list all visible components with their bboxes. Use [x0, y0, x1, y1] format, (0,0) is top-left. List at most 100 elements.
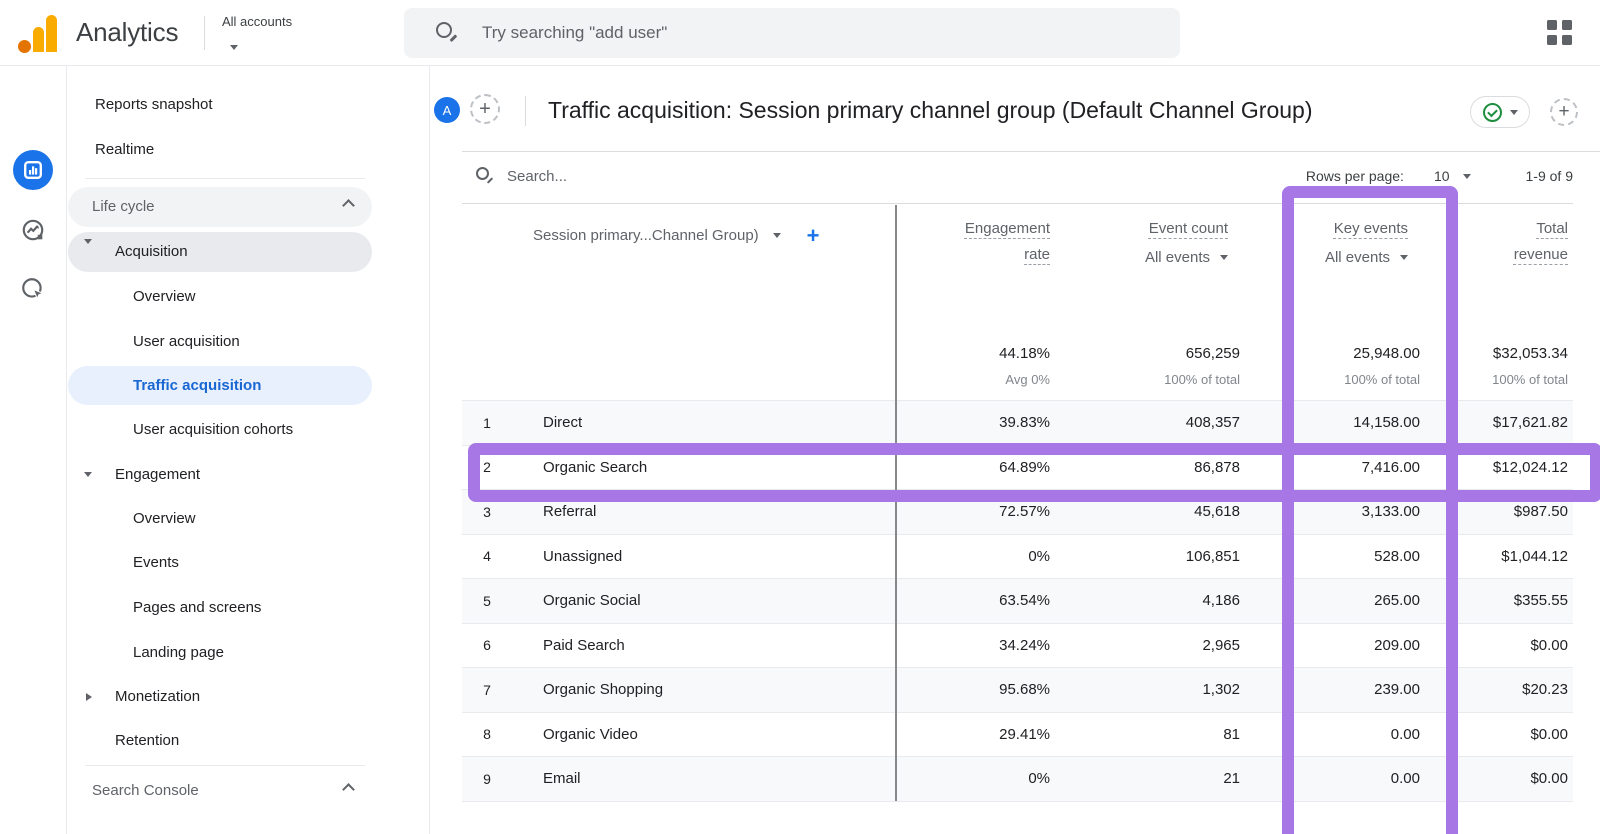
column-header-event-count[interactable]: Event count All events — [1144, 220, 1228, 266]
table-totals-row: 44.18% Avg 0% 656,259 100% of total 25,9… — [462, 336, 1573, 400]
chevron-down-icon[interactable] — [1462, 173, 1471, 179]
table-row[interactable]: 6 Paid Search 34.24% 2,965 209.00 $0.00 — [462, 622, 1573, 668]
row-event-count: 1,302 — [1202, 681, 1240, 699]
row-total-revenue: $17,621.82 — [1492, 414, 1568, 432]
avatar[interactable]: A — [434, 97, 460, 123]
column-header-engagement-rate[interactable]: Engagement rate — [964, 220, 1050, 263]
row-channel: Referral — [543, 503, 597, 521]
totals-engagement-rate: 44.18% Avg 0% — [999, 345, 1050, 387]
sidebar-item-reports-snapshot[interactable]: Reports snapshot — [95, 96, 213, 113]
row-total-revenue: $0.00 — [1530, 636, 1568, 654]
sidebar-item-engagement-overview[interactable]: Overview — [133, 510, 196, 527]
row-rank: 1 — [483, 414, 491, 431]
row-key-events: 209.00 — [1374, 636, 1420, 654]
row-event-count: 106,851 — [1185, 547, 1240, 565]
global-search[interactable] — [404, 8, 1180, 58]
collection-life-cycle[interactable] — [68, 187, 372, 227]
data-table: Session primary...Channel Group) + Engag… — [462, 203, 1573, 802]
sidebar-item-retention[interactable]: Retention — [115, 732, 180, 749]
row-channel: Organic Social — [543, 592, 641, 610]
table-toolbar: Rows per page: 10 1-9 of 9 — [462, 152, 1573, 203]
table-search[interactable] — [476, 167, 727, 185]
row-channel: Direct — [543, 414, 583, 432]
customize-report-button[interactable]: + — [1550, 98, 1578, 126]
search-icon — [436, 22, 458, 44]
table-row-highlighted[interactable]: 2 Organic Search 64.89% 86,878 7,416.00 … — [462, 444, 1573, 490]
global-search-input[interactable] — [482, 23, 1082, 43]
column-header-total-revenue[interactable]: Total revenue — [1513, 220, 1568, 263]
row-event-count: 408,357 — [1185, 414, 1240, 432]
sidebar-item-engagement[interactable]: Engagement — [115, 466, 201, 483]
add-comparison-button[interactable]: + — [470, 94, 500, 124]
expand-arrow-icon[interactable] — [84, 472, 92, 477]
sidebar-item-acquisition-overview[interactable]: Overview — [133, 288, 196, 305]
collapse-icon[interactable] — [342, 783, 355, 796]
table-row[interactable]: 8 Organic Video 29.41% 81 0.00 $0.00 — [462, 711, 1573, 757]
table-row[interactable]: 5 Organic Social 63.54% 4,186 265.00 $35… — [462, 578, 1573, 623]
row-channel: Email — [543, 770, 581, 788]
key-events-filter[interactable]: All events — [1325, 249, 1408, 266]
reports-nav-active[interactable] — [13, 150, 53, 190]
row-rank: 7 — [483, 681, 491, 698]
sidebar-item-pages-and-screens[interactable]: Pages and screens — [133, 599, 262, 616]
rows-per-page-value[interactable]: 10 — [1433, 168, 1450, 184]
row-total-revenue: $0.00 — [1530, 770, 1568, 788]
search-icon — [476, 167, 494, 185]
add-dimension-button[interactable]: + — [806, 223, 820, 248]
chevron-down-icon — [1509, 109, 1518, 115]
brand-title: Analytics — [76, 17, 179, 47]
chevron-down-icon — [1220, 255, 1228, 260]
table-row[interactable]: 9 Email 0% 21 0.00 $0.00 — [462, 756, 1573, 801]
collection-search-console-label[interactable]: Search Console — [92, 782, 199, 799]
sidebar-item-monetization[interactable]: Monetization — [115, 688, 201, 705]
collapsed-arrow-icon[interactable] — [86, 693, 92, 701]
sidebar-item-user-acquisition-cohorts[interactable]: User acquisition cohorts — [133, 421, 294, 438]
row-key-events: 3,133.00 — [1361, 503, 1420, 521]
apps-grid-icon[interactable] — [1547, 20, 1572, 45]
table-search-input[interactable] — [507, 167, 727, 185]
row-engagement-rate: 63.54% — [999, 592, 1050, 610]
google-analytics-logo-icon[interactable] — [18, 15, 58, 53]
advertising-icon[interactable] — [20, 276, 46, 302]
row-total-revenue: $1,044.12 — [1501, 547, 1568, 565]
table-row[interactable]: 1 Direct 39.83% 408,357 14,158.00 $17,62… — [462, 400, 1573, 445]
expand-arrow-icon[interactable] — [84, 239, 92, 244]
main-content: A + Traffic acquisition: Session primary… — [430, 66, 1600, 834]
table-header-row: Session primary...Channel Group) + Engag… — [462, 203, 1573, 336]
row-total-revenue: $20.23 — [1522, 681, 1568, 699]
dimension-header[interactable]: Session primary...Channel Group) + — [462, 203, 895, 336]
row-channel: Organic Video — [543, 725, 638, 743]
row-engagement-rate: 0% — [1028, 547, 1050, 565]
sidebar-item-acquisition[interactable] — [68, 232, 372, 272]
row-total-revenue: $355.55 — [1513, 592, 1568, 610]
row-channel: Organic Search — [543, 458, 648, 476]
row-event-count: 4,186 — [1202, 592, 1240, 610]
table-row[interactable]: 4 Unassigned 0% 106,851 528.00 $1,044.12 — [462, 533, 1573, 579]
account-switcher[interactable]: All accounts — [222, 14, 292, 50]
sidebar-item-events[interactable]: Events — [133, 554, 179, 571]
row-key-events: 14,158.00 — [1353, 414, 1420, 432]
column-header-key-events[interactable]: Key events All events — [1324, 220, 1408, 266]
sidebar-item-traffic-acquisition-active[interactable] — [68, 366, 372, 405]
row-channel: Organic Shopping — [543, 681, 664, 699]
sidebar-item-realtime[interactable]: Realtime — [95, 141, 155, 158]
report-status-button[interactable] — [1470, 96, 1530, 128]
page-title: Traffic acquisition: Session primary cha… — [548, 97, 1313, 123]
explore-icon[interactable] — [20, 217, 46, 243]
nav-rail — [0, 66, 67, 834]
row-engagement-rate: 95.68% — [999, 681, 1050, 699]
row-rank: 5 — [483, 592, 491, 609]
chevron-down-icon — [230, 45, 238, 50]
chevron-down-icon[interactable] — [772, 233, 781, 238]
table-row[interactable]: 7 Organic Shopping 95.68% 1,302 239.00 $… — [462, 667, 1573, 712]
sidebar-item-landing-page[interactable]: Landing page — [133, 644, 224, 661]
row-rank: 6 — [483, 637, 491, 654]
table-row[interactable]: 3 Referral 72.57% 45,618 3,133.00 $987.5… — [462, 489, 1573, 534]
sidebar-item-user-acquisition[interactable]: User acquisition — [133, 333, 240, 350]
chevron-down-icon — [1400, 255, 1408, 260]
header-divider — [525, 96, 526, 126]
event-count-filter[interactable]: All events — [1145, 249, 1228, 266]
reports-sidebar: Reports snapshot Realtime Life cycle Acq… — [67, 66, 430, 834]
topbar-divider — [204, 16, 205, 50]
row-key-events: 239.00 — [1374, 681, 1420, 699]
